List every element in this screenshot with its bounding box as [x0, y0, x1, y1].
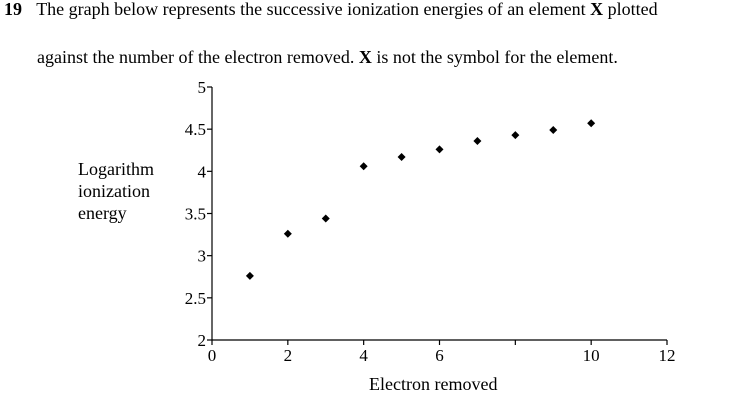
y-axis-label-line-3: energy — [78, 203, 127, 223]
data-point — [435, 145, 444, 154]
y-axis-ticks: 2 2.5 3 3.5 4 4.5 5 — [185, 78, 212, 350]
x-axis-ticks: 0 2 4 6 10 12 — [208, 340, 676, 365]
data-point — [283, 229, 292, 238]
x-tick-label: 10 — [583, 346, 600, 365]
x-tick-label: 0 — [208, 346, 217, 365]
data-points — [245, 119, 596, 280]
chart-axes — [211, 87, 667, 341]
y-tick-label: 2.5 — [185, 289, 206, 308]
y-axis-label-line-2: ionization — [78, 181, 150, 201]
data-point — [321, 214, 330, 223]
data-point — [359, 162, 368, 171]
x-tick-label: 6 — [435, 346, 444, 365]
data-point — [473, 136, 482, 145]
continuation-text-before: against the number of the electron remov… — [37, 47, 355, 67]
data-point — [587, 119, 596, 128]
y-axis-label: Logarithm ionization energy — [78, 158, 154, 224]
x-tick-label: 4 — [359, 346, 368, 365]
y-tick-label: 5 — [198, 78, 207, 97]
question-text: 19 The graph below represents the succes… — [4, 0, 704, 20]
question-text-before: The graph below represents the successiv… — [36, 0, 586, 19]
y-axis-label-line-1: Logarithm — [78, 159, 154, 179]
x-axis-label: Electron removed — [369, 374, 498, 394]
data-point — [511, 131, 520, 140]
y-tick-label: 2 — [198, 331, 207, 350]
x-tick-label: 12 — [659, 346, 676, 365]
question-number: 19 — [4, 0, 22, 19]
data-point — [245, 271, 254, 280]
x-tick-label: 2 — [284, 346, 293, 365]
y-tick-label: 4 — [198, 162, 207, 181]
y-tick-label: 3.5 — [185, 205, 206, 224]
data-point — [549, 126, 558, 135]
question-text-after: plotted — [607, 0, 658, 19]
y-tick-label: 4.5 — [185, 120, 206, 139]
y-tick-label: 3 — [198, 247, 207, 266]
data-point — [397, 152, 406, 161]
question-continuation: against the number of the electron remov… — [37, 47, 618, 68]
continuation-symbol: X — [358, 47, 372, 67]
element-symbol: X — [590, 0, 604, 19]
continuation-text-after: is not the symbol for the element. — [376, 47, 618, 67]
